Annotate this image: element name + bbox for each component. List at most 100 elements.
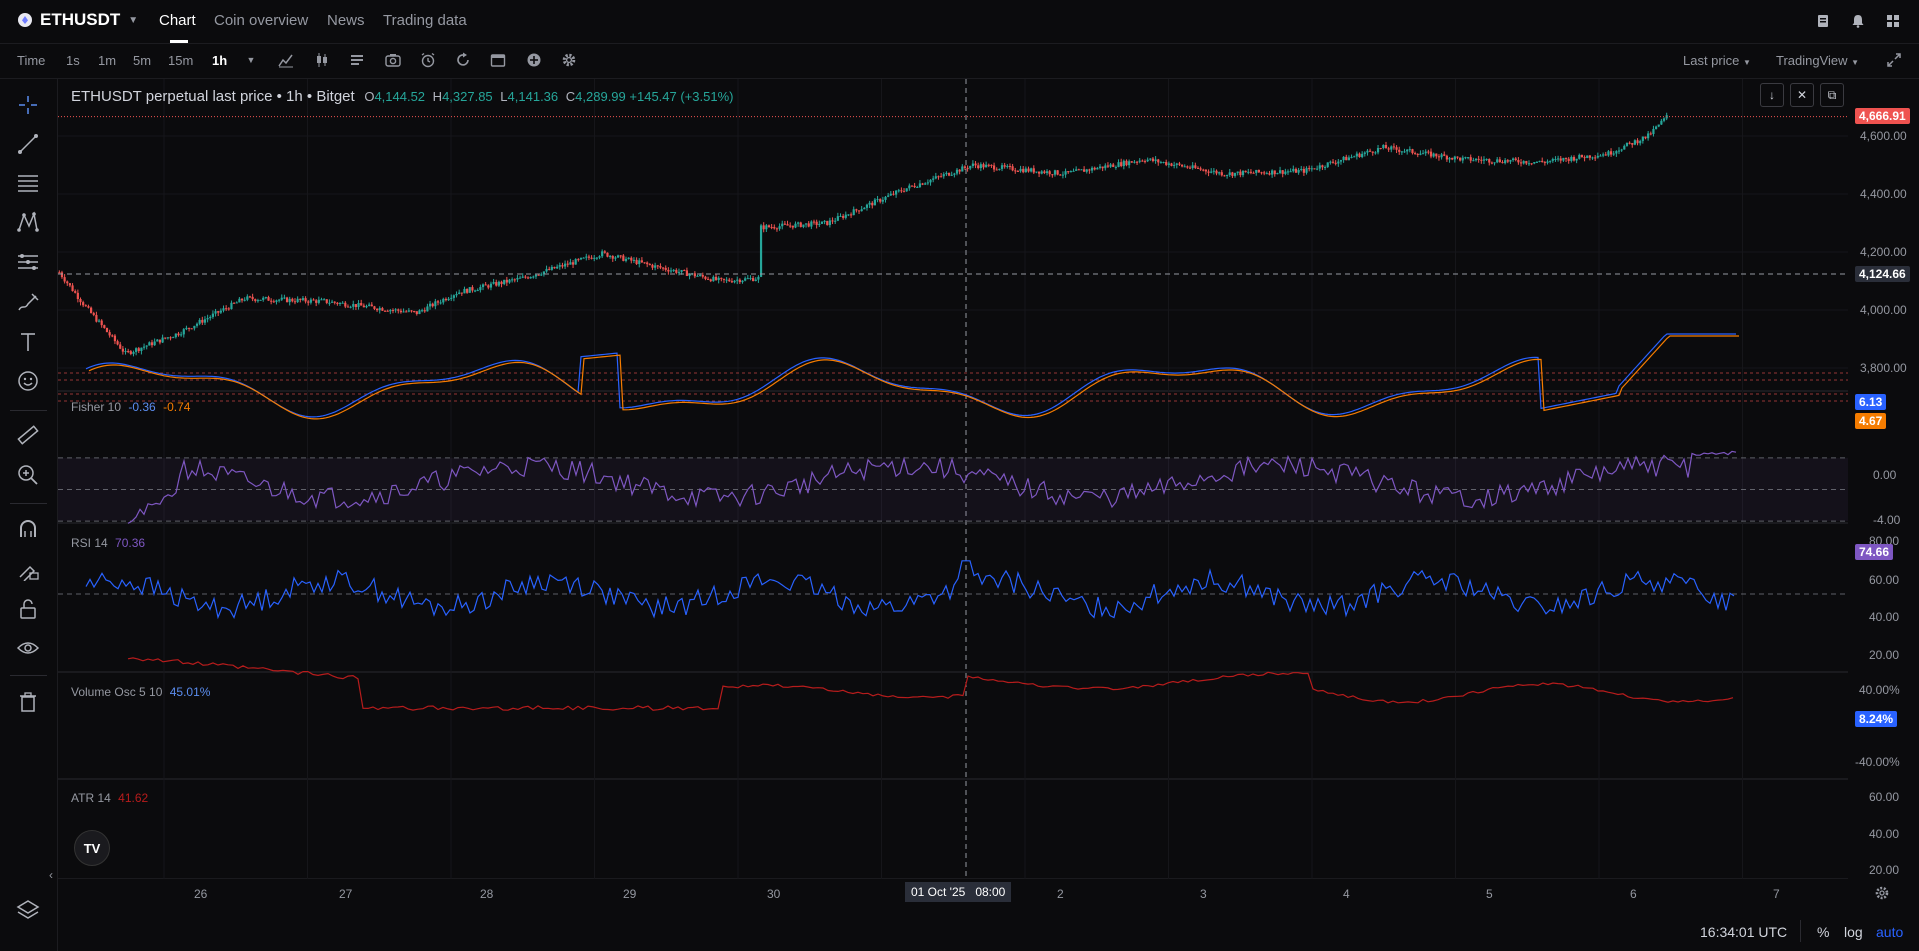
candle-body	[415, 311, 418, 315]
tab-news[interactable]: News	[327, 12, 365, 29]
collapse-pane-button[interactable]: ✕	[1790, 83, 1814, 107]
horizontal-lines-icon[interactable]	[16, 171, 40, 195]
candle-body	[569, 262, 572, 265]
candle-body	[661, 267, 665, 269]
candle-body	[545, 268, 548, 272]
candle-body	[434, 301, 437, 307]
candle-body	[738, 279, 741, 283]
legend-title: ETHUSDT perpetual last price • 1h • Bitg…	[71, 88, 355, 105]
eye-icon[interactable]	[16, 636, 40, 660]
candle-body	[1572, 157, 1576, 161]
axis-settings-icon[interactable]	[1874, 885, 1890, 906]
templates-icon[interactable]	[348, 51, 366, 69]
candle-body	[1474, 158, 1478, 161]
candle-body	[1464, 157, 1467, 159]
candle-body	[601, 251, 604, 257]
candle-body	[659, 266, 662, 268]
fullscreen-icon[interactable]	[1885, 51, 1903, 69]
candle-body	[1199, 168, 1202, 170]
layout-grid-icon[interactable]	[1884, 12, 1902, 30]
candle-body	[1263, 172, 1266, 174]
candle-body	[1421, 153, 1425, 155]
collapse-toolbar-icon[interactable]: ‹	[49, 868, 53, 882]
candle-body	[431, 303, 434, 307]
last-price-dropdown[interactable]: Last price ▼	[1683, 53, 1751, 68]
candle-body	[442, 298, 445, 303]
bell-icon[interactable]	[1849, 12, 1867, 30]
candle-body	[598, 256, 601, 258]
candle-body	[916, 186, 919, 188]
timeframe-time[interactable]: Time	[17, 53, 46, 68]
candle-body	[174, 333, 177, 338]
candle-body	[60, 272, 64, 278]
trend-line-icon[interactable]	[16, 132, 40, 156]
candle-body	[786, 224, 789, 226]
candle-body	[889, 193, 892, 196]
symbol-selector[interactable]: ETHUSDT ▼	[18, 10, 138, 30]
candle-body	[389, 310, 392, 312]
tradingview-logo[interactable]: TV	[74, 830, 110, 866]
timeframe-1h[interactable]: 1h	[212, 53, 228, 68]
text-tool-icon[interactable]	[16, 330, 40, 354]
candle-body	[1490, 162, 1494, 164]
tradingview-dropdown[interactable]: TradingView ▼	[1776, 53, 1859, 68]
candle-body	[1625, 142, 1629, 146]
tab-chart[interactable]: Chart	[159, 12, 196, 29]
candle-body	[1278, 170, 1282, 174]
brush-icon[interactable]	[16, 290, 40, 314]
ruler-icon[interactable]	[16, 423, 40, 447]
timeframe-1s[interactable]: 1s	[66, 53, 80, 68]
emoji-icon[interactable]	[16, 369, 40, 393]
fib-tools-icon[interactable]	[16, 250, 40, 274]
timeframe-dropdown-icon[interactable]: ▼	[246, 55, 256, 65]
trash-icon[interactable]	[16, 690, 40, 714]
candle-body	[378, 308, 381, 311]
pattern-icon[interactable]	[16, 210, 40, 234]
add-icon[interactable]	[525, 51, 543, 69]
notes-icon[interactable]	[1814, 12, 1832, 30]
settings-gear-icon[interactable]	[560, 51, 578, 69]
auto-toggle[interactable]: auto	[1876, 924, 1904, 940]
unlock-icon[interactable]	[16, 597, 40, 621]
chart-area[interactable]: ETHUSDT perpetual last price • 1h • Bitg…	[58, 79, 1910, 879]
chart-canvas[interactable]	[58, 79, 1848, 879]
timeframe-5m[interactable]: 5m	[133, 53, 152, 68]
candle-body	[1567, 158, 1570, 161]
calendar-icon[interactable]	[489, 51, 507, 69]
tab-trading-data[interactable]: Trading data	[383, 12, 467, 29]
replay-icon[interactable]	[454, 51, 472, 69]
indicators-icon[interactable]	[277, 51, 295, 69]
candle-body	[1061, 174, 1065, 176]
alarm-icon[interactable]	[419, 51, 437, 69]
candle-body	[272, 301, 275, 303]
zoom-in-icon[interactable]	[16, 463, 40, 487]
candle-body	[810, 221, 813, 227]
magnet-icon[interactable]	[16, 517, 40, 541]
candle-body	[1130, 161, 1133, 163]
candle-body	[203, 319, 207, 323]
candle-body	[752, 278, 755, 281]
tab-coin-overview[interactable]: Coin overview	[214, 12, 309, 29]
candle-body	[1472, 160, 1475, 162]
price-tick: 3,800.00	[1860, 361, 1907, 375]
scroll-to-latest-button[interactable]: ↓	[1760, 83, 1784, 107]
utc-clock[interactable]: 16:34:01 UTC	[1700, 924, 1788, 940]
camera-icon[interactable]	[384, 51, 402, 69]
candle-body	[1427, 151, 1430, 153]
candle-type-icon[interactable]	[313, 51, 331, 69]
layers-icon[interactable]	[16, 898, 40, 922]
rsi-value: 70.36	[115, 536, 146, 550]
candle-body	[219, 310, 222, 313]
last-price-label: Last price	[1683, 53, 1740, 68]
log-toggle[interactable]: log	[1844, 924, 1863, 940]
timeframe-1m[interactable]: 1m	[98, 53, 117, 68]
candle-body	[1239, 171, 1242, 176]
candle-body	[1265, 173, 1268, 175]
timeframe-15m[interactable]: 15m	[168, 53, 194, 68]
crosshair-icon[interactable]	[16, 93, 40, 117]
candle-body	[1233, 172, 1237, 176]
candle-body	[97, 320, 101, 322]
percent-toggle[interactable]: %	[1817, 924, 1830, 940]
lock-drawing-icon[interactable]	[16, 557, 40, 581]
maximize-pane-button[interactable]: ⧉	[1820, 83, 1844, 107]
